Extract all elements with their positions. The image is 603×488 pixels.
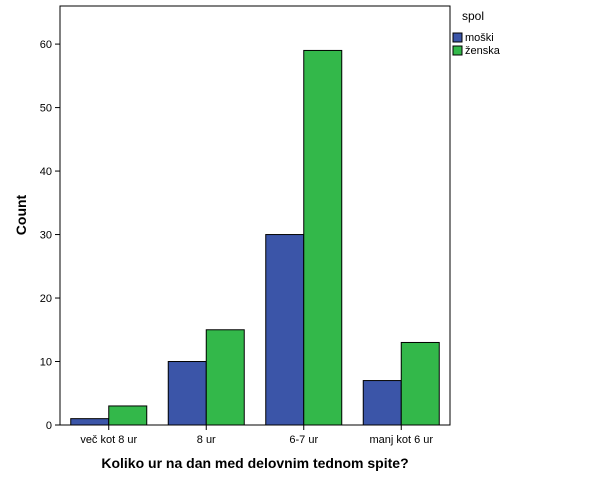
x-tick-label: 6-7 ur xyxy=(289,434,318,446)
legend-swatch xyxy=(452,45,463,56)
legend-label: moški xyxy=(465,32,494,44)
y-tick-label: 60 xyxy=(40,39,52,51)
x-tick-label: več kot 8 ur xyxy=(80,434,137,446)
y-tick-label: 10 xyxy=(40,357,52,369)
legend-title: spol xyxy=(462,9,484,23)
y-tick-label: 50 xyxy=(40,103,52,115)
y-tick-label: 40 xyxy=(40,166,52,178)
bar-zenska xyxy=(205,329,245,426)
y-tick-label: 0 xyxy=(46,420,52,432)
x-axis-title: Koliko ur na dan med delovnim tednom spi… xyxy=(101,455,408,471)
legend-label: ženska xyxy=(465,45,501,57)
legend-swatch xyxy=(452,32,463,43)
y-tick-label: 30 xyxy=(40,230,52,242)
x-tick-label: manj kot 6 ur xyxy=(369,434,433,446)
y-axis: 0 10 20 30 40 50 60 xyxy=(40,39,60,432)
bar-moski xyxy=(265,234,305,426)
plot-area xyxy=(59,5,451,426)
bar-zenska xyxy=(400,341,440,426)
bar-moski xyxy=(362,380,402,426)
bar-moski xyxy=(167,361,207,426)
x-tick-label: 8 ur xyxy=(197,434,216,446)
bar-zenska xyxy=(303,49,343,426)
y-axis-title: Count xyxy=(13,194,29,235)
bars-group xyxy=(70,49,440,426)
y-tick-label: 20 xyxy=(40,293,52,305)
bar-zenska xyxy=(108,405,148,426)
bar-moski xyxy=(70,418,110,426)
x-axis: več kot 8 ur 8 ur 6-7 ur manj kot 6 ur xyxy=(80,425,433,446)
